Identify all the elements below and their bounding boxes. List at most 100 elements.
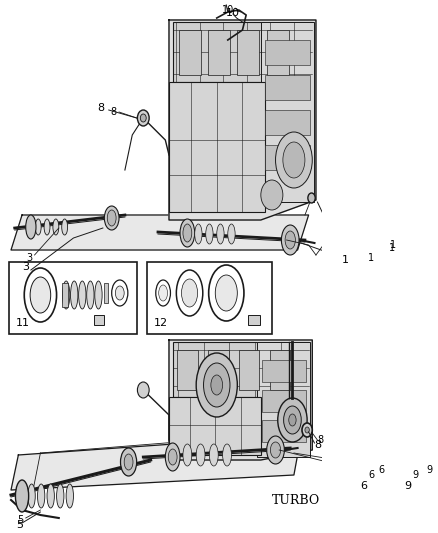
- Text: 10: 10: [222, 5, 234, 15]
- Bar: [239, 350, 259, 390]
- Ellipse shape: [168, 449, 177, 465]
- Ellipse shape: [107, 210, 116, 226]
- Ellipse shape: [177, 270, 203, 316]
- Ellipse shape: [228, 224, 235, 244]
- Ellipse shape: [35, 219, 41, 235]
- Polygon shape: [169, 20, 316, 220]
- Ellipse shape: [44, 219, 50, 235]
- Ellipse shape: [112, 280, 128, 306]
- Ellipse shape: [63, 281, 70, 309]
- Ellipse shape: [159, 285, 167, 301]
- Ellipse shape: [308, 193, 315, 203]
- Bar: [9, 262, 138, 334]
- Text: 5: 5: [18, 515, 24, 525]
- Ellipse shape: [289, 414, 296, 426]
- Bar: [265, 75, 310, 100]
- Ellipse shape: [78, 281, 86, 309]
- Bar: [265, 40, 310, 65]
- Ellipse shape: [138, 110, 149, 126]
- Text: 1: 1: [390, 240, 396, 250]
- Ellipse shape: [215, 275, 237, 311]
- Ellipse shape: [62, 219, 67, 235]
- Ellipse shape: [305, 427, 309, 433]
- Polygon shape: [11, 435, 301, 490]
- Ellipse shape: [26, 219, 32, 235]
- Ellipse shape: [120, 448, 137, 476]
- Bar: [261, 22, 314, 202]
- Ellipse shape: [195, 224, 202, 244]
- Ellipse shape: [196, 444, 205, 466]
- Text: 9: 9: [412, 470, 418, 480]
- Ellipse shape: [278, 398, 307, 442]
- Ellipse shape: [285, 231, 295, 249]
- Ellipse shape: [211, 375, 223, 395]
- Ellipse shape: [206, 224, 213, 244]
- Ellipse shape: [156, 280, 170, 306]
- Text: 8: 8: [97, 103, 104, 113]
- Text: 9: 9: [426, 465, 432, 475]
- Ellipse shape: [165, 443, 180, 471]
- Text: 9: 9: [404, 481, 411, 491]
- Ellipse shape: [26, 215, 36, 239]
- Text: 8: 8: [318, 435, 324, 445]
- Ellipse shape: [281, 225, 299, 255]
- Ellipse shape: [181, 279, 198, 307]
- Polygon shape: [169, 340, 312, 460]
- Ellipse shape: [183, 224, 192, 242]
- Ellipse shape: [115, 286, 124, 300]
- Ellipse shape: [71, 281, 78, 309]
- Ellipse shape: [276, 132, 312, 188]
- Bar: [237, 30, 259, 75]
- Ellipse shape: [53, 219, 59, 235]
- Text: 6: 6: [368, 470, 374, 480]
- Ellipse shape: [140, 114, 146, 122]
- Bar: [208, 30, 230, 75]
- Ellipse shape: [38, 484, 45, 508]
- Bar: [261, 360, 306, 382]
- Bar: [173, 22, 312, 82]
- Bar: [265, 145, 310, 170]
- Bar: [94, 315, 104, 325]
- Text: 1: 1: [389, 243, 396, 253]
- Ellipse shape: [138, 382, 149, 398]
- Bar: [265, 110, 310, 135]
- Bar: [169, 397, 261, 455]
- Text: 6: 6: [378, 465, 385, 475]
- Bar: [179, 30, 201, 75]
- Ellipse shape: [270, 442, 281, 458]
- Ellipse shape: [223, 444, 231, 466]
- Ellipse shape: [87, 281, 94, 309]
- Text: 11: 11: [16, 318, 30, 328]
- Ellipse shape: [47, 484, 54, 508]
- Ellipse shape: [24, 268, 57, 322]
- Polygon shape: [11, 215, 309, 250]
- Ellipse shape: [57, 484, 64, 508]
- Text: 1: 1: [342, 255, 349, 265]
- Bar: [177, 350, 198, 390]
- Ellipse shape: [209, 444, 218, 466]
- Ellipse shape: [217, 224, 224, 244]
- Ellipse shape: [283, 142, 305, 178]
- Ellipse shape: [180, 219, 195, 247]
- Ellipse shape: [28, 484, 35, 508]
- Bar: [173, 342, 309, 397]
- Text: 3: 3: [22, 262, 29, 272]
- Text: 5: 5: [16, 520, 23, 530]
- Bar: [270, 350, 290, 390]
- Bar: [248, 315, 260, 325]
- Ellipse shape: [124, 454, 133, 470]
- Text: 10: 10: [226, 8, 240, 18]
- Text: 1: 1: [368, 253, 374, 263]
- Ellipse shape: [15, 480, 28, 512]
- Bar: [261, 390, 306, 412]
- Bar: [169, 82, 265, 212]
- Bar: [208, 350, 229, 390]
- Bar: [267, 30, 289, 75]
- Ellipse shape: [267, 436, 284, 464]
- Bar: [63, 283, 68, 307]
- Bar: [257, 342, 310, 457]
- Ellipse shape: [208, 265, 244, 321]
- Text: 3: 3: [26, 253, 32, 263]
- Ellipse shape: [284, 406, 301, 434]
- Ellipse shape: [95, 281, 102, 309]
